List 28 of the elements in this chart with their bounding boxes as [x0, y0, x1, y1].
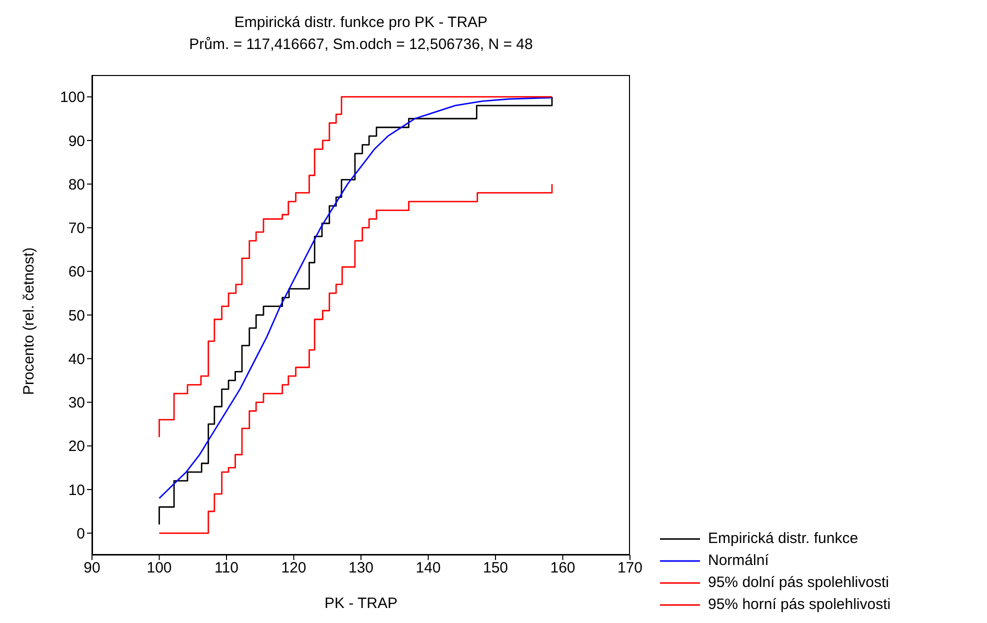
y-axis-title: Procento (rel. četnost) [20, 247, 38, 395]
legend-label: 95% dolní pás spolehlivosti [708, 573, 889, 593]
y-tick-label: 90 [68, 132, 85, 150]
y-tick-label: 40 [68, 350, 85, 368]
x-tick-label: 90 [84, 560, 100, 577]
y-tick-label: 20 [68, 438, 85, 456]
x-tick-label: 170 [617, 560, 643, 577]
legend-label: Normální [708, 551, 769, 571]
y-tick-label: 50 [68, 307, 85, 324]
chart-subtitle: Prům. = 117,416667, Sm.odch = 12,506736, N = 48 [188, 35, 534, 55]
y-tick-label: 60 [68, 264, 85, 281]
y-tick-label: 30 [68, 394, 85, 412]
x-tick-label: 120 [281, 560, 306, 577]
legend-label: 95% horní pás spolehlivosti [708, 595, 891, 615]
legend-label: Empirická distr. funkce [708, 529, 858, 549]
x-tick-label: 150 [482, 560, 508, 577]
x-tick-label: 100 [146, 560, 172, 577]
x-tick-label: 140 [416, 560, 441, 577]
x-axis-title: PK - TRAP [324, 595, 398, 612]
y-tick-label: 10 [68, 482, 85, 499]
x-tick-label: 160 [550, 560, 576, 577]
y-tick-label: 70 [68, 220, 85, 238]
y-tick-label: 100 [60, 89, 85, 106]
y-tick-label: 0 [76, 526, 85, 543]
chart-title: Empirická distr. funkce pro PK - TRAP [233, 13, 489, 33]
y-tick-label: 80 [68, 176, 85, 194]
x-tick-label: 130 [348, 560, 374, 577]
x-tick-label: 110 [214, 560, 238, 577]
